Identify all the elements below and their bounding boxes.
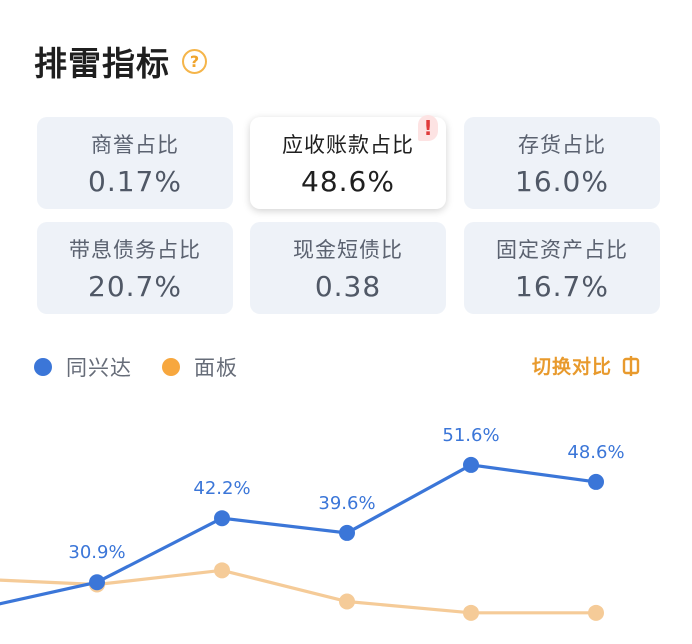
- metric-label: 固定资产占比: [496, 237, 628, 262]
- data-label: 51.6%: [442, 425, 499, 446]
- metric-value: 0.17%: [88, 164, 182, 198]
- data-point-industry[interactable]: [588, 604, 604, 621]
- data-point-industry[interactable]: [463, 604, 479, 621]
- legend-label: 面板: [194, 356, 238, 380]
- alert-icon: !: [418, 115, 438, 141]
- help-icon[interactable]: ?: [182, 48, 207, 74]
- data-point-industry[interactable]: [339, 593, 355, 610]
- legend-dot: [162, 358, 180, 376]
- metric-card-interest-debt[interactable]: 带息债务占比 20.7%: [37, 222, 233, 314]
- metric-label: 带息债务占比: [69, 237, 201, 262]
- data-point-company[interactable]: [214, 510, 230, 527]
- legend-item-industry[interactable]: 面板: [162, 352, 238, 382]
- switch-compare-label: 切换对比: [531, 356, 612, 378]
- metric-value: 16.0%: [515, 164, 609, 198]
- data-label: 30.9%: [68, 542, 125, 563]
- metric-card-cash-short-debt[interactable]: 现金短债比 0.38: [250, 222, 446, 314]
- series-line-industry: [0, 568, 596, 615]
- metric-value: 16.7%: [515, 269, 609, 303]
- metric-label: 存货占比: [518, 132, 606, 157]
- data-label: 48.6%: [567, 442, 624, 463]
- switch-compare-icon: [622, 355, 640, 376]
- metric-value: 0.38: [314, 269, 382, 303]
- metric-label: 商誉占比: [91, 132, 179, 157]
- data-point-company[interactable]: [339, 524, 355, 541]
- metric-card-fixed-assets[interactable]: 固定资产占比 16.7%: [464, 222, 660, 314]
- page-title: 排雷指标: [34, 44, 170, 83]
- metric-card-receivables[interactable]: ! 应收账款占比 48.6%: [250, 115, 446, 209]
- data-label: 39.6%: [318, 493, 375, 514]
- chart-legend: 同兴达 面板: [34, 352, 268, 382]
- data-point-company[interactable]: [588, 473, 604, 490]
- series-line-company: [0, 463, 597, 606]
- legend-item-company[interactable]: 同兴达: [34, 352, 132, 382]
- metric-label: 应收账款占比: [282, 132, 414, 157]
- metric-card-inventory[interactable]: 存货占比 16.0%: [464, 117, 660, 209]
- trend-chart: 30.9% 42.2% 39.6% 51.6% 48.6%: [0, 425, 625, 621]
- metric-value: 48.6%: [301, 164, 395, 198]
- switch-compare-button[interactable]: 切换对比: [532, 352, 640, 379]
- metric-label: 现金短债比: [293, 237, 403, 262]
- data-label: 42.2%: [193, 478, 250, 499]
- data-point-company[interactable]: [463, 456, 479, 473]
- metric-value: 20.7%: [88, 269, 182, 303]
- data-point-industry[interactable]: [214, 562, 230, 579]
- legend-label: 同兴达: [66, 356, 132, 380]
- data-point-company[interactable]: [89, 574, 105, 591]
- metric-card-goodwill[interactable]: 商誉占比 0.17%: [37, 117, 233, 209]
- title-row: 排雷指标 ?: [34, 36, 207, 86]
- legend-dot: [34, 358, 52, 376]
